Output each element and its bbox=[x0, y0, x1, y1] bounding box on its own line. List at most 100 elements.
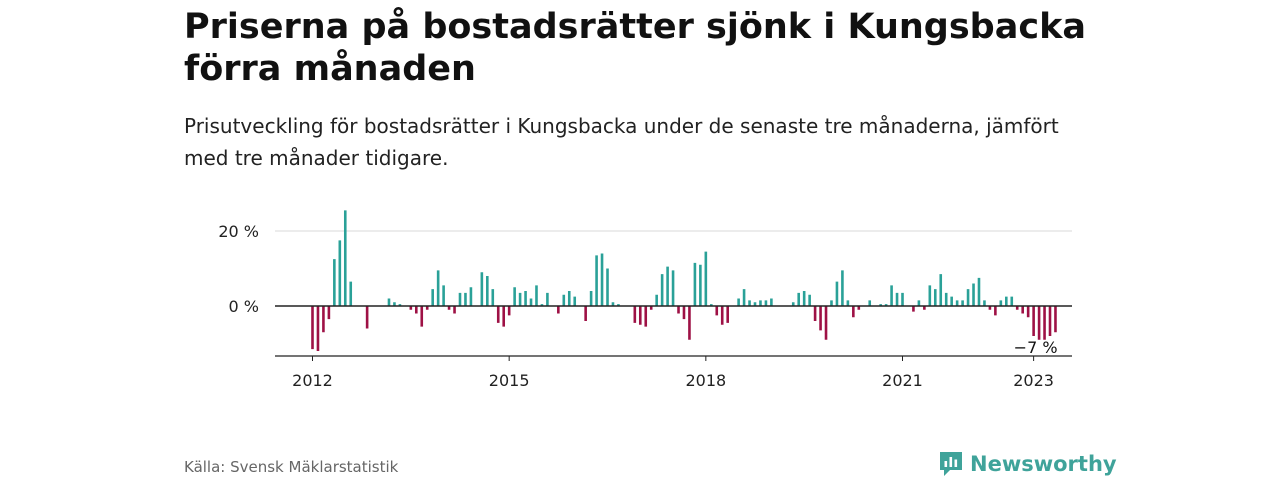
x-tick-label: 2023 bbox=[1013, 371, 1054, 390]
bar bbox=[425, 306, 429, 310]
bar bbox=[994, 306, 997, 316]
bar bbox=[518, 292, 522, 306]
bar bbox=[557, 306, 560, 314]
bar bbox=[540, 304, 544, 306]
brand-name: Newsworthy bbox=[970, 452, 1117, 476]
bar bbox=[835, 281, 839, 306]
bar bbox=[933, 289, 937, 306]
bar bbox=[322, 306, 325, 333]
bar bbox=[316, 306, 320, 351]
bar bbox=[491, 289, 495, 306]
bar bbox=[589, 291, 593, 306]
bar bbox=[600, 253, 604, 306]
bar bbox=[742, 289, 746, 306]
bar bbox=[1048, 306, 1052, 336]
bar bbox=[343, 210, 347, 306]
bar bbox=[1005, 296, 1008, 306]
bar bbox=[999, 300, 1003, 306]
bar bbox=[420, 306, 424, 327]
bar bbox=[715, 306, 719, 316]
bar bbox=[802, 291, 806, 306]
bar bbox=[928, 285, 932, 306]
bar bbox=[409, 306, 413, 310]
bar bbox=[442, 285, 445, 306]
bar bbox=[791, 302, 795, 306]
bar bbox=[912, 306, 915, 312]
bar bbox=[1043, 306, 1046, 340]
bar bbox=[972, 283, 975, 306]
bar bbox=[507, 306, 511, 316]
bar bbox=[1015, 306, 1019, 310]
bar bbox=[486, 276, 489, 306]
bar bbox=[660, 274, 664, 306]
bar bbox=[764, 300, 768, 306]
bar bbox=[737, 298, 740, 306]
bar bbox=[693, 262, 697, 306]
bar bbox=[770, 298, 773, 306]
bar bbox=[808, 294, 811, 306]
bar bbox=[1032, 306, 1035, 336]
bar bbox=[1010, 296, 1014, 306]
bar bbox=[529, 298, 533, 306]
bar bbox=[464, 292, 467, 306]
bar bbox=[524, 291, 527, 306]
x-tick-label: 2015 bbox=[489, 371, 530, 390]
bar bbox=[1054, 306, 1057, 333]
bar bbox=[414, 306, 418, 314]
newsworthy-logo-icon bbox=[940, 452, 962, 476]
bar bbox=[535, 285, 538, 306]
bar bbox=[966, 289, 970, 306]
bar bbox=[857, 306, 861, 310]
bar bbox=[939, 274, 943, 306]
bar bbox=[611, 302, 615, 306]
bar bbox=[852, 306, 855, 318]
bar bbox=[677, 306, 680, 314]
bar bbox=[496, 306, 500, 323]
brand-logo[interactable]: Newsworthy bbox=[938, 449, 1117, 479]
bar bbox=[567, 291, 571, 306]
bar bbox=[644, 306, 648, 327]
bar bbox=[961, 300, 964, 306]
bar bbox=[950, 296, 953, 306]
bar bbox=[830, 300, 833, 306]
source-note: Källa: Svensk Mäklarstatistik bbox=[184, 458, 399, 476]
bar bbox=[726, 306, 729, 323]
bar bbox=[704, 251, 708, 306]
bar bbox=[617, 304, 620, 306]
bar bbox=[447, 306, 451, 310]
bar bbox=[338, 240, 342, 306]
bar bbox=[398, 304, 402, 306]
bar bbox=[431, 289, 434, 306]
bar bbox=[649, 306, 653, 310]
bar bbox=[595, 255, 598, 306]
bar bbox=[671, 270, 675, 306]
chart-subtitle: Prisutveckling för bostadsrätter i Kungs… bbox=[184, 114, 1059, 170]
bar bbox=[923, 306, 926, 310]
bar bbox=[311, 306, 314, 350]
bar bbox=[436, 270, 440, 306]
bar bbox=[633, 306, 637, 323]
x-tick-label: 2021 bbox=[882, 371, 923, 390]
bar bbox=[682, 306, 686, 320]
bar bbox=[480, 272, 484, 306]
bar bbox=[759, 300, 762, 306]
bar bbox=[387, 298, 391, 306]
bar bbox=[584, 306, 587, 321]
bar bbox=[988, 306, 992, 310]
bar bbox=[393, 302, 396, 306]
bar bbox=[458, 292, 462, 306]
x-tick-label: 2012 bbox=[292, 371, 333, 390]
bar bbox=[709, 304, 713, 306]
bar bbox=[977, 277, 981, 306]
bar bbox=[688, 306, 691, 340]
bar bbox=[655, 294, 658, 306]
bar bbox=[333, 259, 336, 306]
bar bbox=[1026, 306, 1030, 318]
bar bbox=[365, 306, 369, 329]
bar bbox=[819, 306, 822, 331]
bar bbox=[638, 306, 642, 325]
bar bbox=[824, 306, 828, 340]
bar bbox=[868, 300, 872, 306]
bar bbox=[502, 306, 506, 327]
bar bbox=[666, 266, 669, 306]
